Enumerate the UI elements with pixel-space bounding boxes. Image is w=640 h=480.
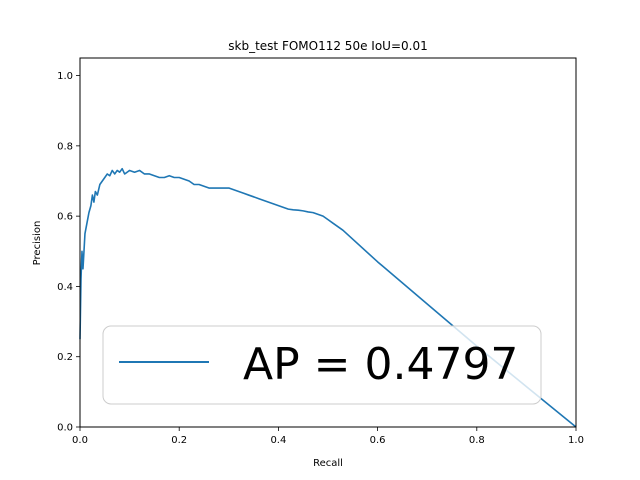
series-line-0 <box>79 167 577 428</box>
x-tick-label: 0.6 <box>370 435 386 446</box>
y-tick-label: 0.6 <box>57 212 73 223</box>
legend: AP = 0.4797 <box>102 325 542 405</box>
x-tick-label: 0.8 <box>469 435 485 446</box>
legend-label: AP = 0.4797 <box>243 339 518 390</box>
x-axis-label: Recall <box>313 458 343 469</box>
plot-area: AP = 0.4797 <box>79 57 577 428</box>
series-layer <box>79 167 577 428</box>
y-tick-label: 1.0 <box>57 71 73 82</box>
x-tick-label: 0.4 <box>270 435 286 446</box>
x-tick-label: 0.0 <box>72 435 88 446</box>
plot-frame <box>79 57 577 428</box>
chart-title: skb_test FOMO112 50e IoU=0.01 <box>228 39 427 53</box>
y-tick-label: 0.8 <box>57 141 73 152</box>
y-tick-label: 0.2 <box>57 352 73 363</box>
x-axis: 0.0 0.2 0.4 0.6 0.8 1.0 <box>72 427 584 446</box>
x-tick-label: 0.2 <box>171 435 187 446</box>
x-tick-label: 1.0 <box>568 435 584 446</box>
y-axis-label: Precision <box>32 221 43 266</box>
legend-box <box>102 325 542 405</box>
y-tick-label: 0.4 <box>57 282 73 293</box>
y-axis: 0.0 0.2 0.4 0.6 0.8 1.0 <box>57 71 80 434</box>
y-tick-label: 0.0 <box>57 423 73 434</box>
